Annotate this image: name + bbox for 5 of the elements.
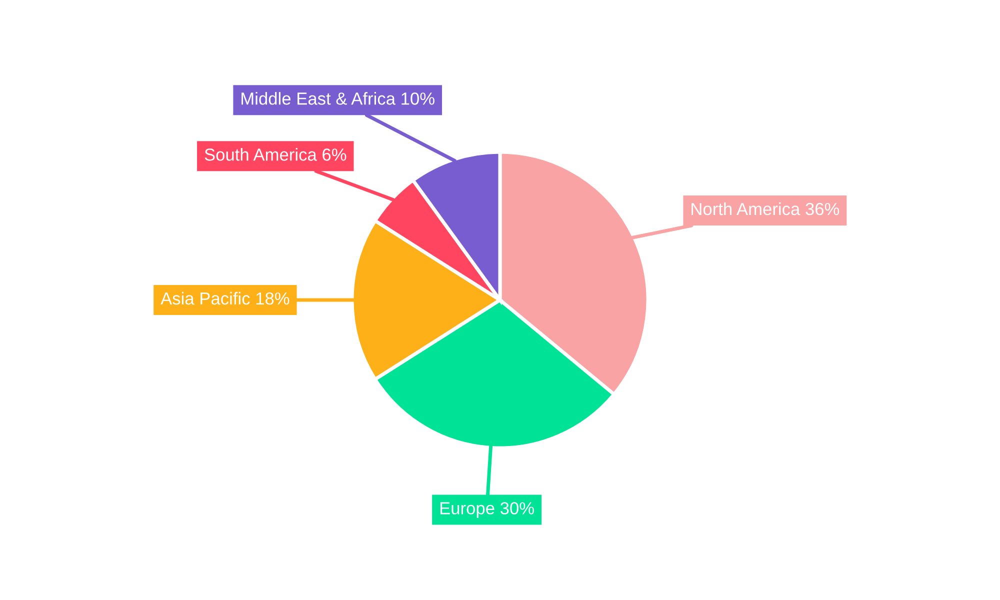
slice-label: North America 36% [692,202,840,216]
slice-label: Europe 30% [440,502,534,518]
slice-label: Asia Pacific 18% [160,292,290,305]
slice-label: South America 6% [204,148,346,161]
slice-label: Middle East & Africa 10% [242,92,434,105]
